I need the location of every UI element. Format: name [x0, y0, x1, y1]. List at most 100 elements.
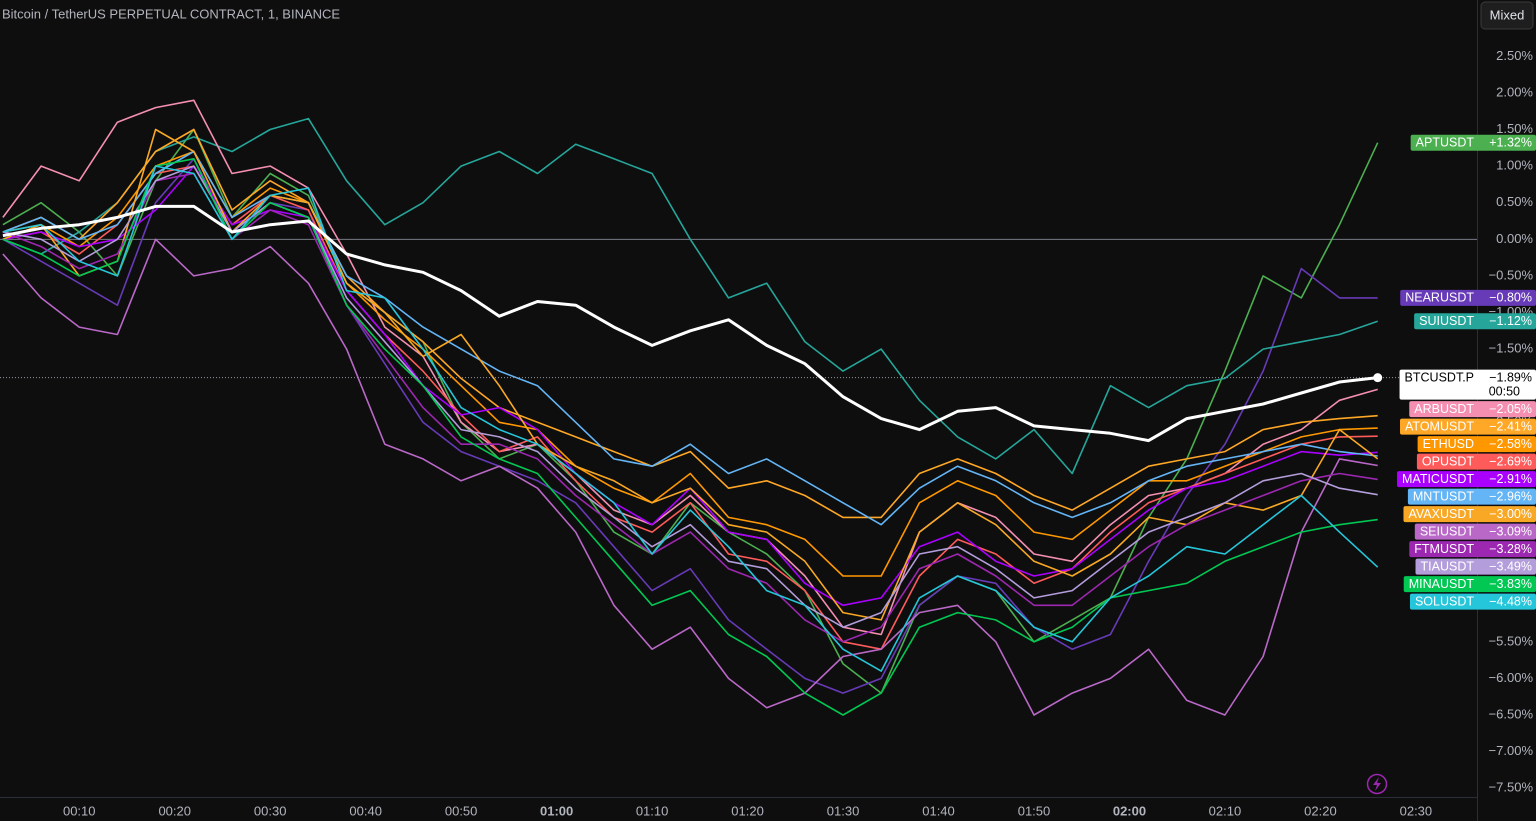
badges: APTUSDT +1.32% NEARUSDT −0.80% SUIUSDT −1.12%…	[1397, 134, 1536, 610]
badge-bg	[1407, 488, 1536, 505]
badge-name: SEIUSDT	[1420, 524, 1475, 538]
series-badge: AVAXUSDT −3.00%	[1403, 506, 1536, 523]
y-tick-label: −7.00%	[1489, 743, 1534, 758]
y-tick-label: −6.00%	[1489, 670, 1534, 685]
badge-bg	[1410, 134, 1536, 151]
series-badge: APTUSDT +1.32%	[1410, 134, 1536, 151]
badge-name: SUIUSDT	[1419, 314, 1474, 328]
y-tick-label: −7.50%	[1489, 780, 1534, 795]
badge-value: −2.69%	[1489, 454, 1532, 468]
series-line	[2, 128, 1378, 519]
series-badge: SEIUSDT −3.09%	[1414, 523, 1536, 540]
series-badge: OPUSDT −2.69%	[1416, 453, 1536, 470]
badge-bg	[1400, 289, 1536, 306]
badge-value: −4.48%	[1489, 594, 1532, 608]
series-badge: MATICUSDT −2.91%	[1397, 471, 1536, 488]
x-tick-label: 02:00	[1113, 803, 1146, 818]
badge-bg	[1400, 418, 1536, 435]
y-tick-label: 2.50%	[1496, 48, 1533, 63]
y-tick-label: 0.00%	[1496, 231, 1533, 246]
badge-value: −2.91%	[1489, 472, 1532, 486]
scale-mode-button[interactable]: Mixed	[1480, 1, 1534, 30]
badge-name: APTUSDT	[1416, 136, 1475, 150]
badge-bg	[1415, 558, 1536, 575]
series-badge: SUIUSDT −1.12%	[1414, 313, 1536, 330]
y-tick-label: −5.50%	[1489, 633, 1534, 648]
badge-bg	[1417, 436, 1536, 453]
series-badge: TIAUSDT −3.49%	[1415, 558, 1536, 575]
y-tick-label: 2.00%	[1496, 84, 1533, 99]
badge-value: −3.49%	[1489, 559, 1532, 573]
badge-bg	[1397, 471, 1536, 488]
x-tick-label: 01:40	[922, 803, 955, 818]
badge-name: NEARUSDT	[1405, 291, 1474, 305]
badge-name: ETHUSD	[1423, 437, 1474, 451]
x-tick-label: 01:50	[1018, 803, 1051, 818]
x-tick-label: 01:10	[636, 803, 669, 818]
badge-name: SOLUSDT	[1415, 594, 1474, 608]
x-tick-label: 01:30	[827, 803, 860, 818]
badge-name: TIAUSDT	[1421, 559, 1475, 573]
badge-name: OPUSDT	[1422, 454, 1474, 468]
badge-name: AVAXUSDT	[1408, 507, 1474, 521]
badge-name: MINAUSDT	[1409, 577, 1475, 591]
badge-value: −2.96%	[1489, 489, 1532, 503]
series-badge: BTCUSDT.P −1.89%00:50	[1399, 369, 1536, 400]
badge-value: +1.32%	[1489, 136, 1532, 150]
series-badge: MINAUSDT −3.83%	[1403, 576, 1536, 593]
badge-name: MNTUSDT	[1413, 489, 1474, 503]
button-label: Mixed	[1490, 7, 1525, 22]
x-tick-label: 00:50	[445, 803, 478, 818]
end-marker	[1373, 373, 1383, 383]
badge-name: MATICUSDT	[1402, 472, 1474, 486]
badge-countdown: 00:50	[1489, 384, 1520, 398]
y-tick-label: −0.50%	[1489, 267, 1534, 282]
series-line	[2, 117, 1378, 475]
badge-value: −3.00%	[1489, 507, 1532, 521]
series-line	[2, 99, 1378, 636]
badge-bg	[1409, 541, 1536, 558]
x-tick-label: 00:30	[254, 803, 287, 818]
x-tick-label: 02:10	[1209, 803, 1242, 818]
series-line	[2, 165, 1379, 672]
badge-value: −3.28%	[1489, 542, 1532, 556]
x-tick-label: 01:20	[731, 803, 764, 818]
x-tick-label: 02:30	[1400, 803, 1433, 818]
badge-value: −3.83%	[1489, 577, 1532, 591]
badge-value: −3.09%	[1489, 524, 1532, 538]
badge-bg	[1409, 593, 1536, 610]
series-badge: MNTUSDT −2.96%	[1407, 488, 1536, 505]
x-tick-label: 01:00	[540, 803, 573, 818]
y-tick-label: −1.50%	[1489, 341, 1534, 356]
series-line	[2, 204, 1378, 443]
badge-name: FTMUSDT	[1414, 542, 1474, 556]
chart-title: Bitcoin / TetherUS PERPETUAL CONTRACT, 1…	[2, 6, 340, 21]
badge-bg	[1403, 506, 1536, 523]
badge-bg	[1399, 369, 1536, 400]
x-tick-label: 00:20	[158, 803, 191, 818]
series-badge: NEARUSDT −0.80%	[1400, 289, 1536, 306]
series-badge: ATOMUSDT −2.41%	[1400, 418, 1536, 435]
icon-ring	[1366, 773, 1388, 795]
badge-value: −0.80%	[1489, 291, 1532, 305]
badge-bg	[1414, 313, 1536, 330]
y-tick-label: 0.50%	[1496, 194, 1533, 209]
icon-bolt	[1373, 777, 1381, 791]
button-bg	[1480, 1, 1534, 30]
x-tick-label: 02:20	[1304, 803, 1337, 818]
replay-icon[interactable]	[1366, 773, 1388, 795]
badge-value: −2.41%	[1489, 419, 1532, 433]
series-badge: ETHUSD −2.58%	[1417, 436, 1536, 453]
badge-bg	[1416, 453, 1536, 470]
series-badge: FTMUSDT −3.28%	[1409, 541, 1536, 558]
x-tick-label: 00:10	[63, 803, 96, 818]
badge-name: BTCUSDT.P	[1405, 370, 1474, 384]
series-badge: ARBUSDT −2.05%	[1409, 401, 1536, 418]
series-badge: SOLUSDT −4.48%	[1409, 593, 1536, 610]
badge-value: −1.12%	[1489, 314, 1532, 328]
badge-value: −2.05%	[1489, 402, 1532, 416]
badge-name: ARBUSDT	[1414, 402, 1474, 416]
